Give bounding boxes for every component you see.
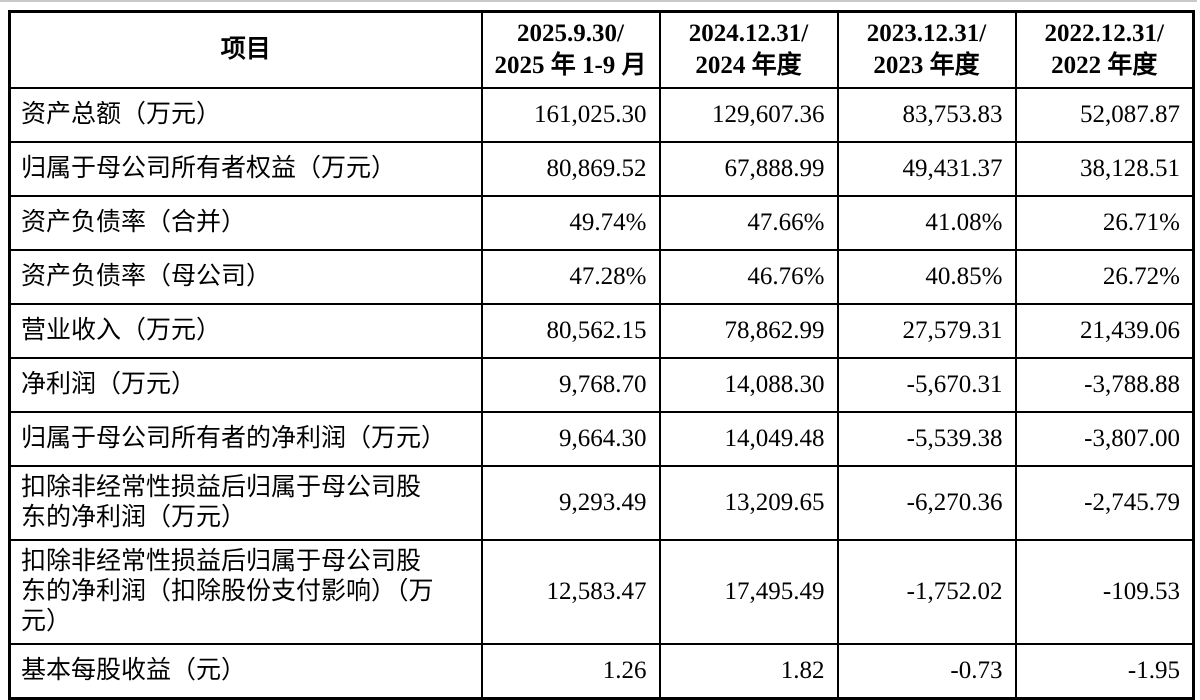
table-row-total-assets: 资产总额（万元） 161,025.30 129,607.36 83,753.83… bbox=[8, 87, 1195, 143]
cell-value: 47.66% bbox=[658, 195, 839, 251]
cell-value: 52,087.87 bbox=[1014, 87, 1195, 143]
cell-value: 80,562.15 bbox=[480, 303, 661, 359]
financial-summary-table: 项目 2025.9.30/ 2025 年 1-9 月 2024.12.31/ 2… bbox=[8, 10, 1195, 700]
cell-value: -109.53 bbox=[1014, 539, 1195, 645]
table-row-operating-revenue: 营业收入（万元） 80,562.15 78,862.99 27,579.31 2… bbox=[8, 303, 1195, 359]
cell-value: -0.73 bbox=[836, 643, 1017, 700]
cell-value: 1.82 bbox=[658, 643, 839, 700]
cell-value: 47.28% bbox=[480, 249, 661, 305]
cell-value: 129,607.36 bbox=[658, 87, 839, 143]
row-label: 归属于母公司所有者的净利润（万元） bbox=[8, 411, 483, 467]
header-period-2024: 2024.12.31/ 2024 年度 bbox=[658, 10, 839, 89]
cell-value: 14,088.30 bbox=[658, 357, 839, 413]
cell-value: 41.08% bbox=[836, 195, 1017, 251]
header-period-2023: 2023.12.31/ 2023 年度 bbox=[836, 10, 1017, 89]
cell-value: -6,270.36 bbox=[836, 465, 1017, 541]
cell-value: -1,752.02 bbox=[836, 539, 1017, 645]
cell-value: 26.71% bbox=[1014, 195, 1195, 251]
cell-value: 9,664.30 bbox=[480, 411, 661, 467]
cell-value: 46.76% bbox=[658, 249, 839, 305]
cell-value: 49,431.37 bbox=[836, 141, 1017, 197]
cell-value: 40.85% bbox=[836, 249, 1017, 305]
cell-value: 14,049.48 bbox=[658, 411, 839, 467]
cell-value: -5,670.31 bbox=[836, 357, 1017, 413]
table-row-basic-eps: 基本每股收益（元） 1.26 1.82 -0.73 -1.95 bbox=[8, 643, 1195, 700]
cell-value: 83,753.83 bbox=[836, 87, 1017, 143]
row-label: 营业收入（万元） bbox=[8, 303, 483, 359]
row-label: 归属于母公司所有者权益（万元） bbox=[8, 141, 483, 197]
cell-value: 27,579.31 bbox=[836, 303, 1017, 359]
cell-value: -1.95 bbox=[1014, 643, 1195, 700]
cell-value: 49.74% bbox=[480, 195, 661, 251]
cell-value: 80,869.52 bbox=[480, 141, 661, 197]
top-divider-line bbox=[0, 0, 1197, 2]
cell-value: -3,788.88 bbox=[1014, 357, 1195, 413]
cell-value: 21,439.06 bbox=[1014, 303, 1195, 359]
row-label: 净利润（万元） bbox=[8, 357, 483, 413]
cell-value: 1.26 bbox=[480, 643, 661, 700]
row-label: 资产总额（万元） bbox=[8, 87, 483, 143]
cell-value: -3,807.00 bbox=[1014, 411, 1195, 467]
table-row-net-profit: 净利润（万元） 9,768.70 14,088.30 -5,670.31 -3,… bbox=[8, 357, 1195, 413]
cell-value: 78,862.99 bbox=[658, 303, 839, 359]
cell-value: 38,128.51 bbox=[1014, 141, 1195, 197]
header-row: 项目 2025.9.30/ 2025 年 1-9 月 2024.12.31/ 2… bbox=[8, 10, 1195, 89]
table-row-net-profit-deduct-nonrecurring: 扣除非经常性损益后归属于母公司股 东的净利润（万元） 9,293.49 13,2… bbox=[8, 465, 1195, 541]
cell-value: 26.72% bbox=[1014, 249, 1195, 305]
table-row-parent-equity: 归属于母公司所有者权益（万元） 80,869.52 67,888.99 49,4… bbox=[8, 141, 1195, 197]
table-row-net-profit-deduct-share-payment: 扣除非经常性损益后归属于母公司股 东的净利润（扣除股份支付影响）（万 元） 12… bbox=[8, 539, 1195, 645]
cell-value: -2,745.79 bbox=[1014, 465, 1195, 541]
header-item-label: 项目 bbox=[8, 10, 483, 89]
cell-value: 12,583.47 bbox=[480, 539, 661, 645]
cell-value: 161,025.30 bbox=[480, 87, 661, 143]
row-label: 扣除非经常性损益后归属于母公司股 东的净利润（万元） bbox=[8, 465, 483, 541]
row-label: 扣除非经常性损益后归属于母公司股 东的净利润（扣除股份支付影响）（万 元） bbox=[8, 539, 483, 645]
header-period-2022: 2022.12.31/ 2022 年度 bbox=[1014, 10, 1195, 89]
cell-value: 9,293.49 bbox=[480, 465, 661, 541]
cell-value: -5,539.38 bbox=[836, 411, 1017, 467]
cell-value: 67,888.99 bbox=[658, 141, 839, 197]
cell-value: 9,768.70 bbox=[480, 357, 661, 413]
cell-value: 17,495.49 bbox=[658, 539, 839, 645]
cell-value: 13,209.65 bbox=[658, 465, 839, 541]
row-label: 基本每股收益（元） bbox=[8, 643, 483, 700]
row-label: 资产负债率（母公司） bbox=[8, 249, 483, 305]
table-row-debt-ratio-consolidated: 资产负债率（合并） 49.74% 47.66% 41.08% 26.71% bbox=[8, 195, 1195, 251]
header-period-2025: 2025.9.30/ 2025 年 1-9 月 bbox=[480, 10, 661, 89]
row-label: 资产负债率（合并） bbox=[8, 195, 483, 251]
table-row-net-profit-parent: 归属于母公司所有者的净利润（万元） 9,664.30 14,049.48 -5,… bbox=[8, 411, 1195, 467]
table-row-debt-ratio-parent: 资产负债率（母公司） 47.28% 46.76% 40.85% 26.72% bbox=[8, 249, 1195, 305]
